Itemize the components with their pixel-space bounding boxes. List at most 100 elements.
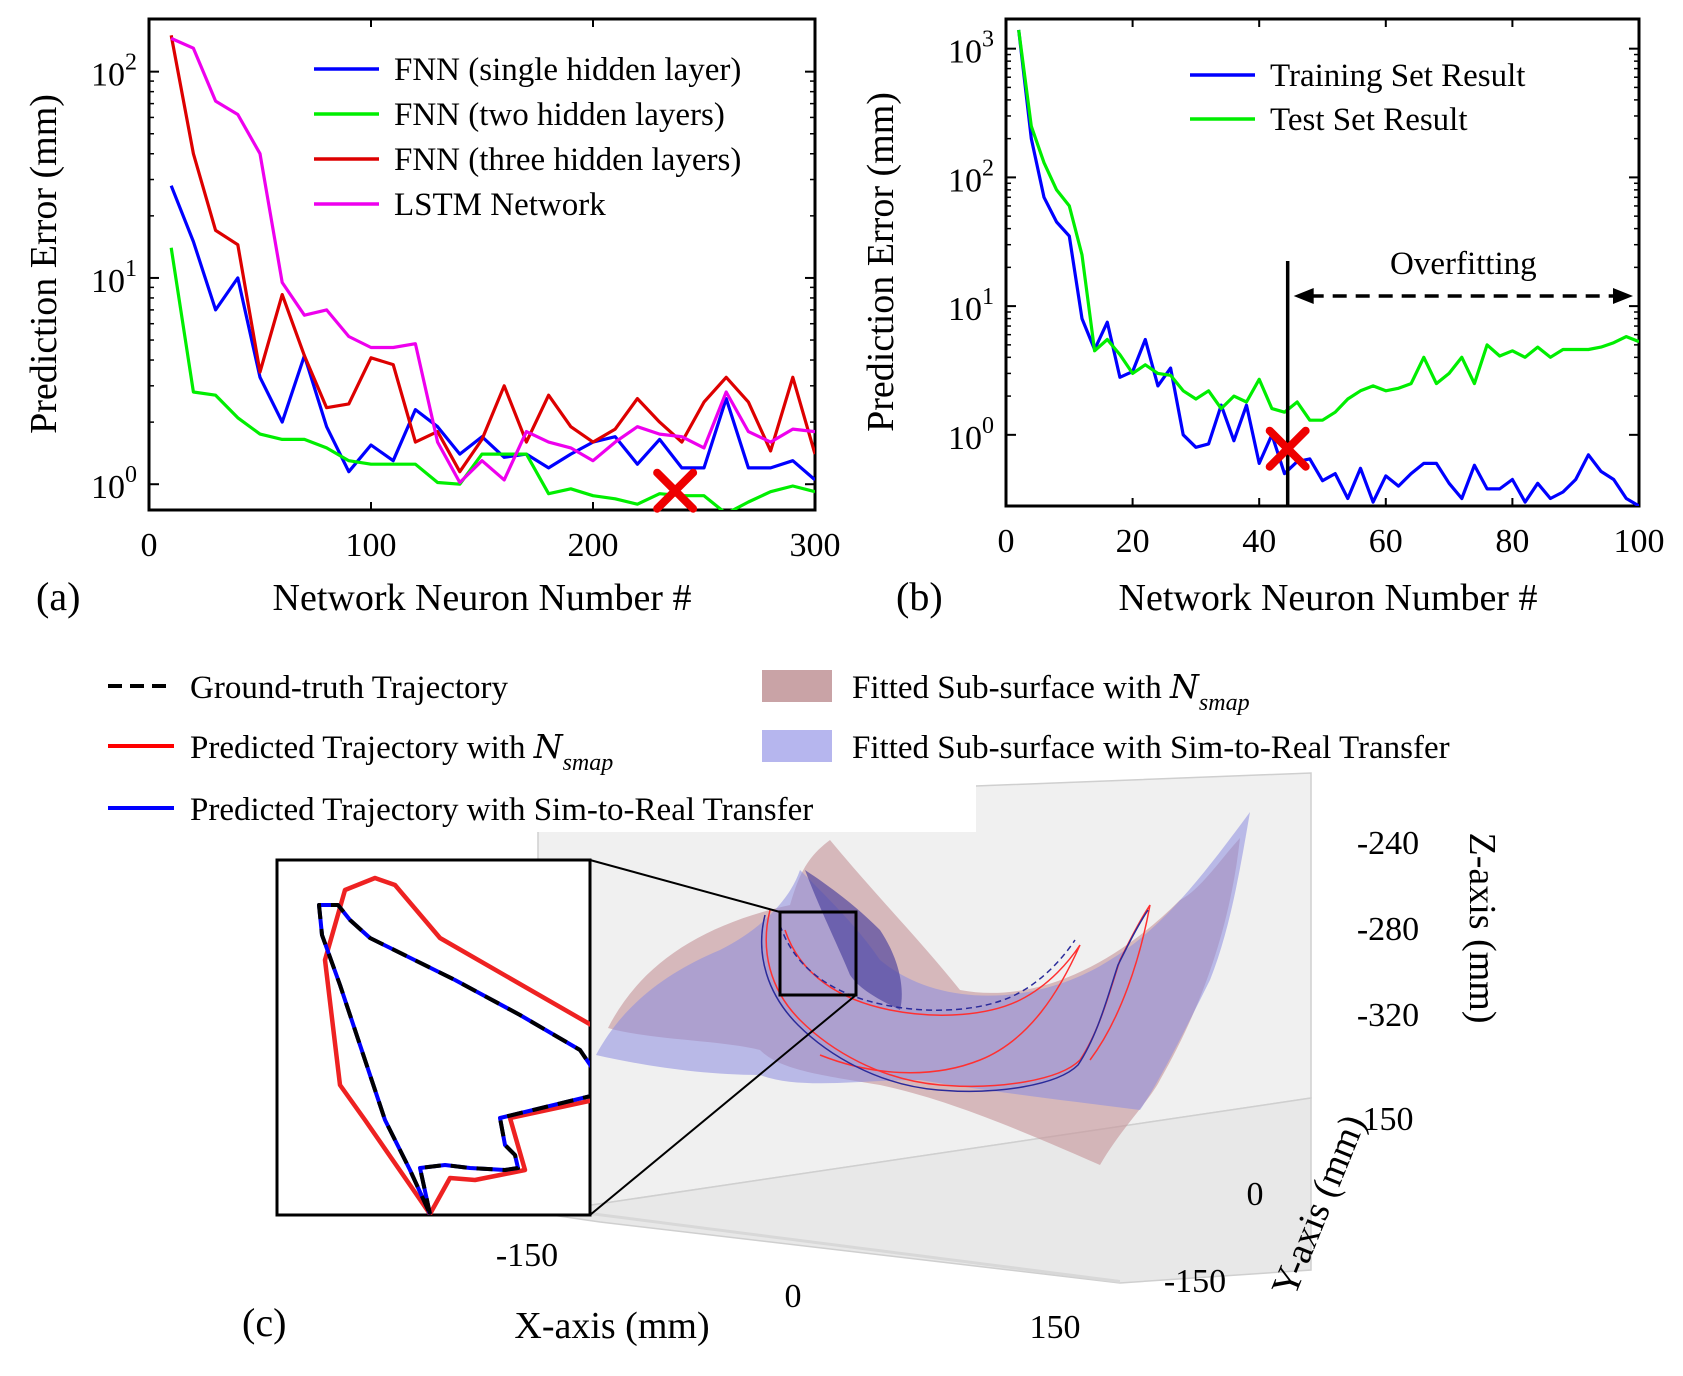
x-tick-label: 80 <box>1495 523 1529 560</box>
zoom-groundtruth-trajectory <box>317 903 590 1215</box>
y-tick-exponent: 1 <box>982 284 994 310</box>
zoom-inset <box>275 858 592 1217</box>
legend-math-symbol: N <box>533 727 564 766</box>
chart-c: -240 -280 -320 150 0 -150 -150 0 150 Z-a… <box>96 652 1503 1347</box>
x-axis-label-c: X-axis (mm) <box>514 1305 709 1347</box>
optimum-x-marker <box>653 468 698 513</box>
y-tick-exponent: 1 <box>125 256 137 282</box>
y-tick-label: 150 <box>1363 1101 1414 1138</box>
y-tick-label: 102 <box>91 50 137 94</box>
legend-entry: Predicted Trajectory with Sim-to-Real Tr… <box>190 792 813 828</box>
trajectory-red-path <box>765 904 1151 1088</box>
legend-entry: Fitted Sub-surface with Nsmap <box>852 667 1250 716</box>
x-tick-label: -150 <box>496 1237 558 1274</box>
legend-c: Ground-truth Trajectory Predicted Traject… <box>96 652 1450 832</box>
trajectories-3d <box>760 904 1151 1093</box>
floor-edge <box>590 1212 1120 1283</box>
y-tick-exponent: 2 <box>982 155 994 181</box>
z-axis-label-c: Z-axis (mm) <box>1461 832 1503 1023</box>
zoom-region-box <box>778 910 858 997</box>
legend-entry: FNN (two hidden layers) <box>394 97 725 133</box>
series-line-2 <box>169 247 815 510</box>
x-tick-label: 60 <box>1369 523 1403 560</box>
arrow-head-right <box>1613 288 1633 304</box>
overfitting-annotation: Overfitting <box>1390 246 1537 282</box>
legend-entry: Fitted Sub-surface with Sim-to-Real Tran… <box>852 730 1450 766</box>
y-tick-base: 10 <box>91 263 125 300</box>
x-tick-label: 100 <box>1614 523 1665 560</box>
z-tick-label: -240 <box>1357 825 1419 862</box>
series-line-3 <box>169 35 815 474</box>
sim2real-surface-patch <box>596 812 1250 1110</box>
zoom-red-trajectory <box>322 875 590 1215</box>
y-tick-exponent: 3 <box>982 27 994 53</box>
series-line-1 <box>1017 29 1639 506</box>
legend-entry-text: Predicted Trajectory with <box>190 730 534 766</box>
trajectory-red-path-2 <box>784 929 1081 1074</box>
legend-swatch <box>762 670 832 702</box>
y-tick-label: 103 <box>948 27 994 71</box>
legend-entry-text: Ground-truth Trajectory <box>190 670 509 706</box>
legend-entry: LSTM Network <box>394 187 606 223</box>
y-tick-base: 10 <box>91 469 125 506</box>
legend-entry: Ground-truth Trajectory <box>190 670 509 706</box>
y-tick-exponent: 0 <box>125 462 137 488</box>
x-tick-label: 150 <box>1030 1309 1081 1346</box>
y-axis-label-a: Prediction Error (mm) <box>23 94 65 434</box>
legend-entry-text: Fitted Sub-surface with Sim-to-Real Tran… <box>852 730 1450 766</box>
x-tick-label: 20 <box>1116 523 1150 560</box>
x-tick-label: 200 <box>568 527 619 564</box>
legend-entry: Predicted Trajectory with Nsmap <box>190 727 613 776</box>
trajectory-dashed-path <box>779 924 1076 1011</box>
panel-label-a: (a) <box>36 574 80 619</box>
legend-entry: Test Set Result <box>1270 102 1468 138</box>
series-line-4 <box>170 36 815 485</box>
y-tick-label: 101 <box>948 284 994 328</box>
z-tick-label: -280 <box>1357 911 1419 948</box>
x-tick-label: 0 <box>998 523 1015 560</box>
zoom-connector-bottom <box>589 994 857 1216</box>
y-tick-label: 101 <box>91 256 137 300</box>
legend-math-subscript: smap <box>563 750 614 776</box>
x-tick-label: 40 <box>1242 523 1276 560</box>
zoom-inset-frame <box>275 858 592 1217</box>
y-tick-label: 100 <box>91 462 137 506</box>
series-line-2 <box>1017 29 1639 422</box>
surface-sim2real <box>596 812 1250 1110</box>
legend-entry-text: Predicted Trajectory with Sim-to-Real Tr… <box>190 792 813 828</box>
y-tick-base: 10 <box>91 57 125 94</box>
panel-label-b: (b) <box>896 574 943 619</box>
legend-swatch <box>762 730 832 762</box>
floor-pane <box>537 1097 1312 1284</box>
plot-frame-a <box>147 17 817 512</box>
y-tick-base: 10 <box>948 34 982 71</box>
z-tick-label: -320 <box>1357 997 1419 1034</box>
legend-entry: FNN (single hidden layer) <box>394 52 741 88</box>
x-tick-label: 0 <box>141 527 158 564</box>
x-tick-label: 0 <box>785 1278 802 1315</box>
legend-math-subscript: smap <box>1199 690 1250 716</box>
optimum-x-marker <box>1265 426 1310 471</box>
legend-entry: Training Set Result <box>1270 58 1525 94</box>
x-axis-label-b: Network Neuron Number # <box>1119 577 1538 619</box>
y-tick-exponent: 2 <box>125 50 137 76</box>
surface-fold <box>805 870 902 1010</box>
series-line-1 <box>169 185 815 482</box>
y-tick-exponent: 0 <box>982 413 994 439</box>
legend-math-symbol: N <box>1169 667 1200 706</box>
arrow-head-left <box>1293 288 1314 304</box>
panel-label-c: (c) <box>242 1300 286 1345</box>
y-tick-label: 0 <box>1247 1176 1264 1213</box>
y-tick-label: 102 <box>948 155 994 199</box>
zoom-connector-top <box>589 859 781 913</box>
legend-entry-text: Fitted Sub-surface with <box>852 670 1170 706</box>
x-tick-label: 300 <box>790 527 841 564</box>
x-tick-label: 100 <box>346 527 397 564</box>
y-tick-base: 10 <box>948 162 982 199</box>
y-axis-label-b: Prediction Error (mm) <box>860 92 902 432</box>
y-tick-label: 100 <box>948 413 994 457</box>
x-axis-label-a: Network Neuron Number # <box>273 577 692 619</box>
